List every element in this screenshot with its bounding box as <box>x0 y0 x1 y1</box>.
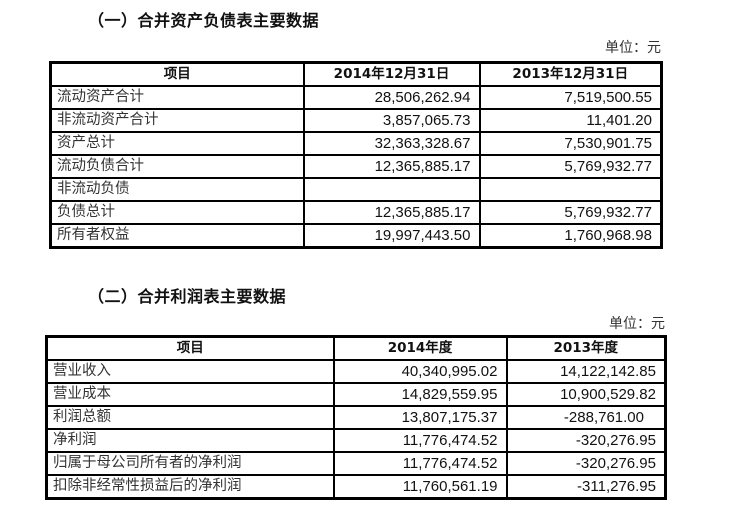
value-2013: -320,276.95 <box>505 428 667 453</box>
table-row: 流动资产合计 28,506,262.94 7,519,500.55 <box>49 85 663 110</box>
value-2014 <box>302 177 481 202</box>
column-header-2013: 2013年12月31日 <box>478 61 663 87</box>
row-label: 归属于母公司所有者的净利润 <box>45 451 335 476</box>
table-header-row: 项目 2014年12月31日 2013年12月31日 <box>49 61 663 87</box>
value-2013: 7,530,901.75 <box>478 131 663 156</box>
value-2013: 14,122,142.85 <box>505 359 667 384</box>
value-2014: 40,340,995.02 <box>332 359 508 384</box>
balance-sheet-unit: 单位：元 <box>605 40 661 56</box>
value-2014: 14,829,559.95 <box>332 382 508 407</box>
value-2014: 3,857,065.73 <box>302 108 481 133</box>
balance-sheet-table: 项目 2014年12月31日 2013年12月31日 流动资产合计 28,506… <box>49 61 663 249</box>
value-2013: 1,760,968.98 <box>478 223 663 249</box>
row-label: 所有者权益 <box>49 223 305 249</box>
value-2014: 32,363,328.67 <box>302 131 481 156</box>
column-header-2014: 2014年度 <box>332 335 508 361</box>
table-row: 非流动资产合计 3,857,065.73 11,401.20 <box>49 108 663 133</box>
row-label: 负债总计 <box>49 200 305 225</box>
value-2013: 11,401.20 <box>478 108 663 133</box>
table-row: 利润总额 13,807,175.37 -288,761.00 <box>45 405 667 430</box>
table-row: 负债总计 12,365,885.17 5,769,932.77 <box>49 200 663 225</box>
table-header-row: 项目 2014年度 2013年度 <box>45 335 667 361</box>
column-header-item: 项目 <box>49 61 305 87</box>
balance-sheet-title: （一）合并资产负债表主要数据 <box>88 11 320 30</box>
table-row: 流动负债合计 12,365,885.17 5,769,932.77 <box>49 154 663 179</box>
row-label: 流动负债合计 <box>49 154 305 179</box>
row-label: 净利润 <box>45 428 335 453</box>
table-row: 归属于母公司所有者的净利润 11,776,474.52 -320,276.95 <box>45 451 667 476</box>
row-label: 营业成本 <box>45 382 335 407</box>
table-row: 所有者权益 19,997,443.50 1,760,968.98 <box>49 223 663 249</box>
value-2013: 5,769,932.77 <box>478 200 663 225</box>
value-2013 <box>478 177 663 202</box>
value-2014: 12,365,885.17 <box>302 200 481 225</box>
value-2014: 12,365,885.17 <box>302 154 481 179</box>
value-2013: -288,761.00 <box>505 405 667 430</box>
value-2014: 13,807,175.37 <box>332 405 508 430</box>
column-header-item: 项目 <box>45 335 335 361</box>
value-2014: 19,997,443.50 <box>302 223 481 249</box>
row-label: 扣除非经常性损益后的净利润 <box>45 474 335 500</box>
table-row: 非流动负债 <box>49 177 663 202</box>
value-2014: 11,776,474.52 <box>332 451 508 476</box>
row-label: 非流动负债 <box>49 177 305 202</box>
value-2013: 7,519,500.55 <box>478 85 663 110</box>
value-2014: 11,776,474.52 <box>332 428 508 453</box>
value-2013: 10,900,529.82 <box>505 382 667 407</box>
value-2014: 11,760,561.19 <box>332 474 508 500</box>
column-header-2014: 2014年12月31日 <box>302 61 481 87</box>
row-label: 流动资产合计 <box>49 85 305 110</box>
income-statement-title: （二）合并利润表主要数据 <box>88 287 287 306</box>
row-label: 非流动资产合计 <box>49 108 305 133</box>
column-header-2013: 2013年度 <box>505 335 667 361</box>
table-row: 扣除非经常性损益后的净利润 11,760,561.19 -311,276.95 <box>45 474 667 500</box>
value-2013: 5,769,932.77 <box>478 154 663 179</box>
income-statement-unit: 单位：元 <box>609 316 665 332</box>
row-label: 营业收入 <box>45 359 335 384</box>
row-label: 利润总额 <box>45 405 335 430</box>
table-row: 净利润 11,776,474.52 -320,276.95 <box>45 428 667 453</box>
value-2013: -311,276.95 <box>505 474 667 500</box>
income-statement-table: 项目 2014年度 2013年度 营业收入 40,340,995.02 14,1… <box>45 335 667 500</box>
row-label: 资产总计 <box>49 131 305 156</box>
table-row: 营业成本 14,829,559.95 10,900,529.82 <box>45 382 667 407</box>
table-row: 营业收入 40,340,995.02 14,122,142.85 <box>45 359 667 384</box>
value-2013: -320,276.95 <box>505 451 667 476</box>
table-row: 资产总计 32,363,328.67 7,530,901.75 <box>49 131 663 156</box>
value-2014: 28,506,262.94 <box>302 85 481 110</box>
